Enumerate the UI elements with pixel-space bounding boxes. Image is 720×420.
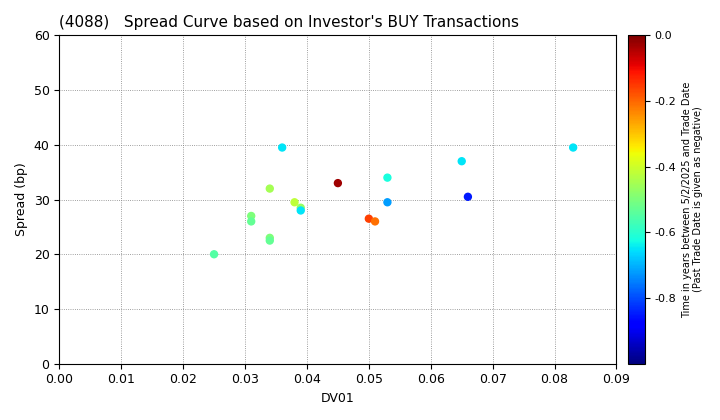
Point <box>295 207 307 214</box>
Point <box>246 218 257 225</box>
Y-axis label: Time in years between 5/2/2025 and Trade Date
(Past Trade Date is given as negat: Time in years between 5/2/2025 and Trade… <box>682 81 703 318</box>
Point <box>264 185 276 192</box>
Point <box>295 205 307 211</box>
Point <box>567 144 579 151</box>
Point <box>456 158 467 165</box>
Y-axis label: Spread (bp): Spread (bp) <box>15 163 28 236</box>
X-axis label: DV01: DV01 <box>321 392 355 405</box>
Text: (4088)   Spread Curve based on Investor's BUY Transactions: (4088) Spread Curve based on Investor's … <box>59 15 519 30</box>
Point <box>363 215 374 222</box>
Point <box>369 218 381 225</box>
Point <box>382 199 393 206</box>
Point <box>332 180 343 186</box>
Point <box>289 199 300 206</box>
Point <box>264 237 276 244</box>
Point <box>276 144 288 151</box>
Point <box>246 213 257 219</box>
Point <box>264 234 276 241</box>
Point <box>462 194 474 200</box>
Point <box>208 251 220 257</box>
Point <box>382 174 393 181</box>
